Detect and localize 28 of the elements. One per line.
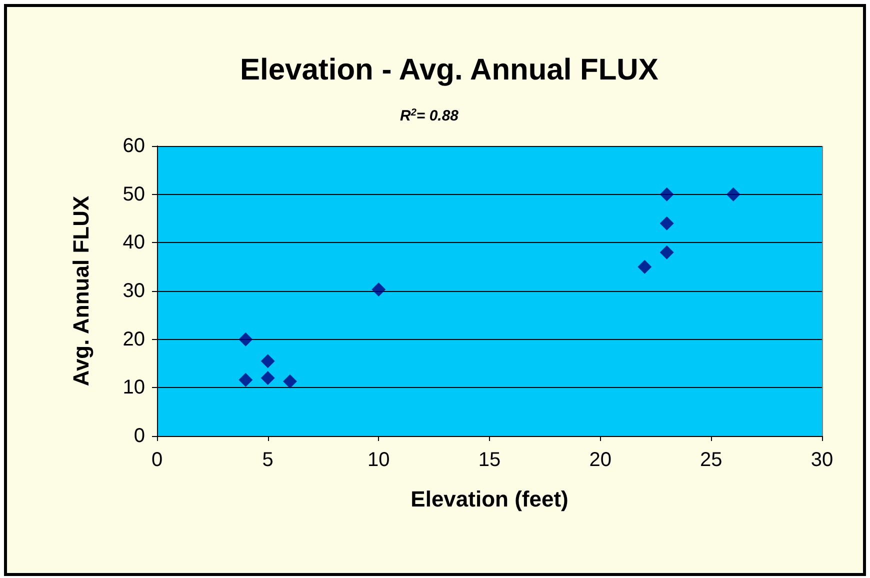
x-tick-label: 15 [478, 449, 501, 471]
y-tick-label: 30 [122, 280, 145, 302]
x-tick-label: 0 [151, 449, 163, 471]
point [638, 260, 652, 274]
y-tick-label: 60 [122, 135, 145, 157]
x-tick-label: 10 [368, 449, 390, 471]
point [238, 372, 253, 387]
point [283, 374, 297, 388]
y-tick-label: 40 [122, 232, 145, 254]
x-axis-title: Elevation (feet) [410, 486, 568, 512]
point [260, 371, 275, 385]
point [660, 245, 674, 260]
y-tick-label: 50 [122, 183, 145, 206]
chart-title: Elevation - Avg. Annual FLUX [240, 54, 658, 86]
point [372, 282, 386, 297]
point [260, 354, 275, 368]
y-tick-label: 10 [122, 376, 145, 399]
x-tick-label: 25 [700, 449, 722, 471]
point [660, 216, 674, 230]
point [726, 187, 740, 202]
point [238, 332, 253, 346]
point [660, 187, 674, 202]
y-axis-title: Avg. Annual FLUX [68, 196, 94, 386]
y-tick-label: 0 [134, 425, 145, 447]
x-tick-label: 5 [262, 449, 274, 471]
x-tick-label: 20 [589, 449, 612, 471]
y-tick-label: 20 [122, 328, 145, 350]
x-tick-label: 30 [810, 449, 834, 471]
